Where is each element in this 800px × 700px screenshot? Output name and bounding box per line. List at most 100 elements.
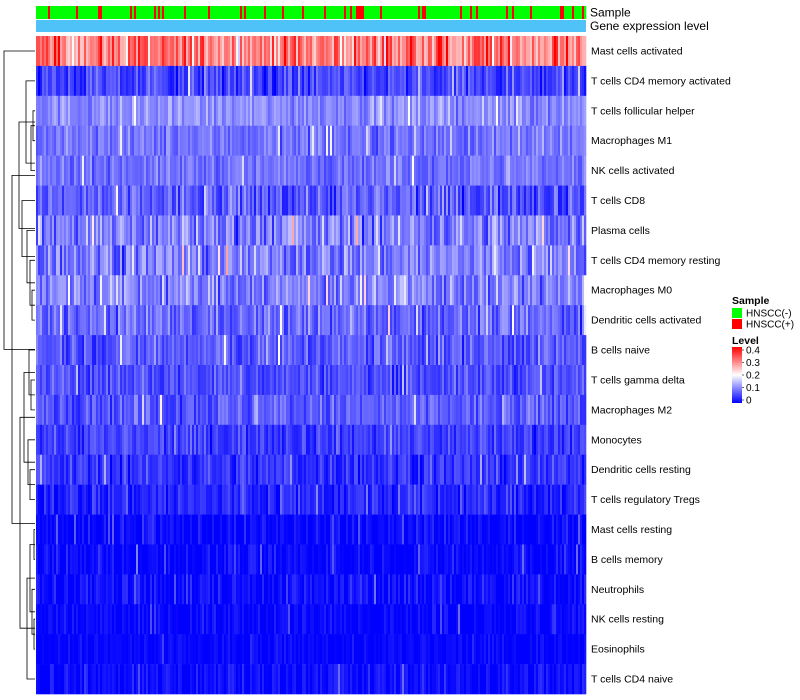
heatmap-cell bbox=[66, 95, 69, 127]
heatmap-cell bbox=[206, 514, 209, 545]
heatmap-cell bbox=[184, 275, 187, 306]
heatmap-cell bbox=[146, 245, 149, 276]
heatmap-cell bbox=[286, 155, 289, 186]
heatmap-cell bbox=[90, 365, 93, 396]
sample-annotation-cell bbox=[192, 6, 195, 19]
heatmap-cell bbox=[156, 65, 159, 97]
heatmap-cell bbox=[64, 65, 67, 97]
heatmap-cell bbox=[46, 245, 49, 276]
sample-annotation-cell bbox=[328, 6, 331, 19]
heatmap-cell bbox=[328, 185, 331, 216]
heatmap-cell bbox=[310, 65, 313, 97]
heatmap-cell bbox=[162, 245, 165, 276]
heatmap-cell bbox=[250, 514, 253, 545]
heatmap-cell bbox=[80, 424, 83, 456]
heatmap-cell bbox=[510, 215, 513, 246]
heatmap-cell bbox=[370, 65, 373, 97]
heatmap-cell bbox=[134, 305, 137, 336]
sample-annotation-cell bbox=[488, 6, 491, 19]
heatmap-cell bbox=[58, 335, 61, 366]
heatmap-cell bbox=[44, 484, 47, 515]
heatmap-cell bbox=[312, 365, 315, 396]
heatmap-cell bbox=[416, 95, 419, 127]
heatmap-cell bbox=[260, 335, 263, 366]
heatmap-cell bbox=[392, 305, 395, 336]
heatmap-cell bbox=[130, 155, 133, 186]
heatmap-cell bbox=[146, 185, 149, 216]
heatmap-cell bbox=[52, 394, 55, 426]
heatmap-cell bbox=[460, 365, 463, 396]
heatmap-cell bbox=[384, 394, 387, 426]
heatmap-cell bbox=[234, 365, 237, 396]
heatmap-cell bbox=[416, 65, 419, 97]
heatmap-cell bbox=[264, 215, 267, 246]
heatmap-cell bbox=[254, 245, 257, 276]
heatmap-cell bbox=[526, 514, 529, 545]
heatmap-cell bbox=[216, 454, 219, 485]
heatmap-cell bbox=[186, 275, 189, 306]
heatmap-cell bbox=[404, 36, 407, 67]
heatmap-cell bbox=[168, 514, 171, 545]
heatmap-cell bbox=[252, 185, 255, 216]
heatmap-cell bbox=[500, 245, 503, 276]
sample-annotation-cell bbox=[56, 6, 59, 19]
heatmap-cell bbox=[520, 125, 523, 156]
heatmap-cell bbox=[546, 394, 549, 426]
heatmap-cell bbox=[194, 514, 197, 545]
heatmap-cell bbox=[388, 36, 391, 67]
heatmap-cell bbox=[536, 514, 539, 545]
heatmap-cell bbox=[290, 514, 293, 545]
heatmap-cell bbox=[560, 335, 563, 366]
heatmap-cell bbox=[408, 424, 411, 456]
heatmap-cell bbox=[352, 275, 355, 306]
heatmap-cell bbox=[144, 305, 147, 336]
heatmap-cell bbox=[94, 514, 97, 545]
heatmap-cell bbox=[380, 125, 383, 156]
heatmap-cell bbox=[36, 394, 39, 426]
heatmap-cell bbox=[424, 484, 427, 515]
heatmap-cell bbox=[112, 95, 115, 127]
heatmap-cell bbox=[212, 484, 215, 515]
heatmap-cell bbox=[274, 215, 277, 246]
heatmap-cell bbox=[562, 394, 565, 426]
sample-annotation-cell bbox=[550, 6, 553, 19]
heatmap-cell bbox=[184, 245, 187, 276]
heatmap-cell bbox=[172, 125, 175, 156]
heatmap-cell bbox=[350, 245, 353, 276]
heatmap-cell bbox=[276, 365, 279, 396]
heatmap-cell bbox=[248, 335, 251, 366]
heatmap-cell bbox=[264, 65, 267, 97]
heatmap-cell bbox=[228, 125, 231, 156]
heatmap-cell bbox=[74, 185, 77, 216]
heatmap-cell bbox=[514, 245, 517, 276]
heatmap-cell bbox=[314, 245, 317, 276]
heatmap-cell bbox=[488, 36, 491, 67]
heatmap-cell bbox=[390, 95, 393, 127]
heatmap-cell bbox=[226, 155, 229, 186]
heatmap-cell bbox=[522, 365, 525, 396]
heatmap-cell bbox=[370, 125, 373, 156]
heatmap-cell bbox=[506, 365, 509, 396]
heatmap-cell bbox=[156, 185, 159, 216]
heatmap-cell bbox=[214, 185, 217, 216]
heatmap-cell bbox=[330, 245, 333, 276]
heatmap-cell bbox=[188, 365, 191, 396]
heatmap-cell bbox=[190, 305, 193, 336]
heatmap-cell bbox=[144, 454, 147, 485]
sample-annotation-cell bbox=[286, 6, 289, 19]
heatmap-cell bbox=[500, 95, 503, 127]
heatmap-cell bbox=[96, 514, 99, 545]
heatmap-cell bbox=[510, 514, 513, 545]
heatmap-cell bbox=[320, 125, 323, 156]
heatmap-cell bbox=[118, 36, 121, 67]
heatmap-cell bbox=[380, 335, 383, 366]
heatmap-cell bbox=[508, 365, 511, 396]
sample-annotation-cell bbox=[334, 6, 337, 19]
heatmap-cell bbox=[186, 484, 189, 515]
heatmap-cell bbox=[336, 245, 339, 276]
heatmap-cell bbox=[90, 514, 93, 545]
heatmap-cell bbox=[578, 275, 581, 306]
heatmap-cell bbox=[458, 185, 461, 216]
heatmap-cell bbox=[490, 365, 493, 396]
heatmap-cell bbox=[100, 185, 103, 216]
